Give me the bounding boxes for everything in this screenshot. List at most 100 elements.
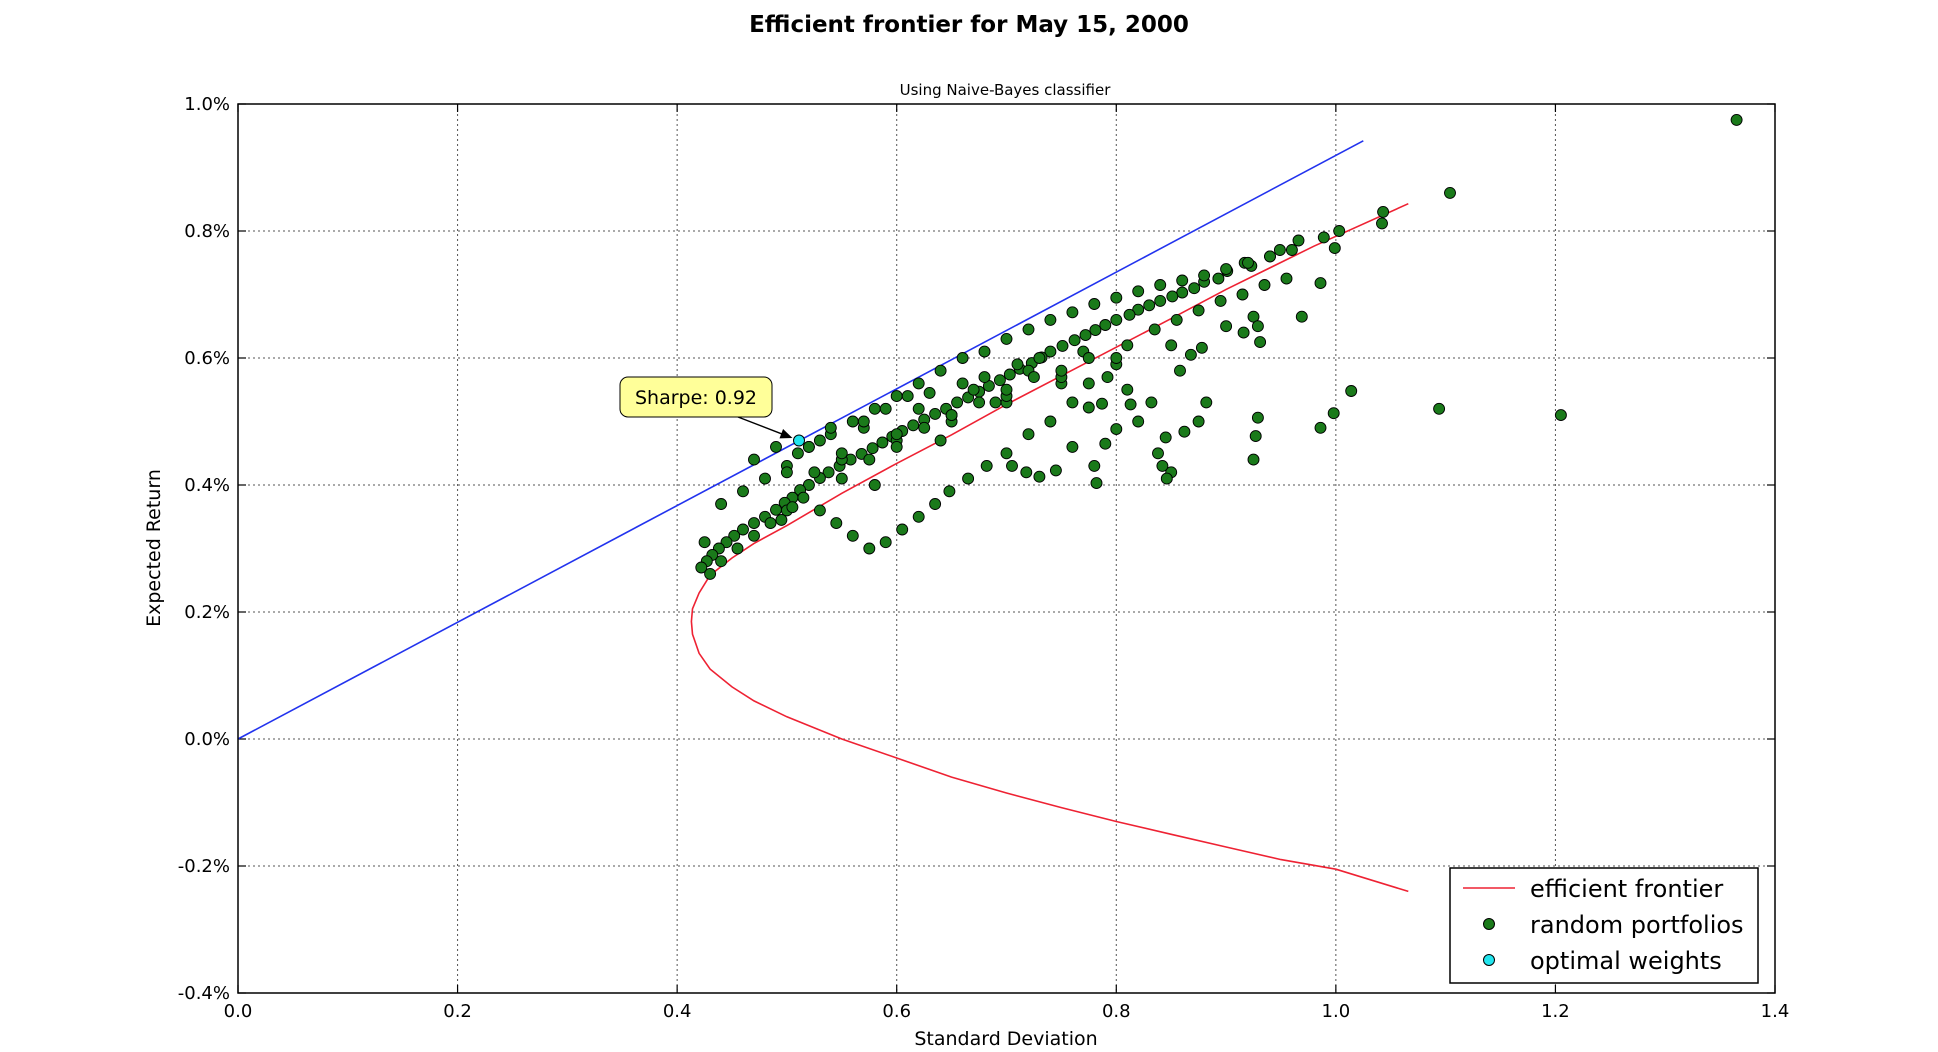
random-portfolio-point [1198,269,1211,282]
y-tick-label: 0.0% [184,729,230,750]
random-portfolio-point [748,517,760,530]
random-portfolio-point [863,542,876,555]
random-portfolio-point [1280,272,1293,285]
random-portfolio-point [728,529,741,542]
random-portfolio-point [1184,348,1197,361]
random-portfolio-point [1242,256,1254,269]
random-portfolio-point [797,491,810,504]
x-tick-label: 0.8 [1102,1001,1131,1022]
random-portfolio-point [764,517,777,530]
random-portfolio-point [1110,291,1123,304]
y-tick-label: 0.6% [184,348,230,369]
legend-optimal-swatch [1483,954,1495,966]
random-portfolio-point [863,453,876,466]
random-portfolio-point [1295,310,1308,323]
x-tick-label: 1.0 [1322,1001,1351,1022]
random-portfolio-point [962,472,975,485]
random-portfolio-point [1317,231,1330,244]
random-portfolio-point [1236,288,1249,301]
random-portfolio-point [835,472,848,485]
random-portfolio-point [737,523,749,536]
annotation-box [619,376,773,418]
random-portfolio-point [1089,324,1102,337]
random-portfolio-point [748,529,760,542]
random-portfolio-point [1159,431,1172,444]
legend-random-label: random portfolios [1530,911,1744,939]
random-portfolio-point [1251,411,1264,424]
legend-optimal-label: optimal weights [1530,947,1722,975]
random-portfolio-point [1110,423,1123,436]
random-portfolio-point [1328,242,1341,255]
random-portfolio-point [1099,319,1112,331]
plot-frame [237,103,1776,994]
random-portfolio-point [923,386,936,399]
random-portfolio-point [1249,430,1262,443]
random-portfolio-point [868,402,881,415]
x-axis-ticks: 0.0 0.2 0.4 0.6 0.8 1.0 1.2 1.4 [224,104,1789,1022]
random-portfolio-point [973,396,986,409]
random-portfolio-point [1176,274,1189,287]
random-portfolio-point [1082,401,1095,414]
random-portfolio-point [1220,263,1233,276]
random-portfolio-point [737,485,749,498]
random-portfolio-point [780,466,793,479]
random-portfolio-point [890,440,903,453]
random-portfolio-point [943,485,956,498]
random-portfolio-point [715,555,728,568]
random-portfolio-point [934,364,947,377]
random-portfolio-point [1160,472,1173,485]
random-portfolio-point [704,567,717,580]
random-portfolio-point [896,523,909,536]
random-portfolio-point [1314,277,1327,290]
random-portfolio-point [1088,298,1101,310]
random-portfolio-point [1433,402,1446,415]
random-portfolio-point [1376,217,1388,230]
random-portfolio-point [1110,313,1123,326]
random-portfolio-point [1000,332,1013,345]
random-portfolio-point [951,396,964,409]
random-portfolio-point [1554,409,1567,422]
random-portfolio-point [1145,396,1158,409]
x-tick-label: 1.2 [1541,1001,1570,1022]
random-portfolio-point [715,498,728,510]
random-portfolio-point [1188,282,1201,295]
x-tick-label: 0.0 [224,1001,253,1022]
random-portfolio-point [1154,279,1167,291]
random-portfolio-point [876,436,889,449]
random-portfolio-point [912,510,925,523]
random-portfolio-point [1200,396,1213,409]
random-portfolio-point [813,504,826,517]
y-tick-label: 0.2% [184,602,230,623]
random-portfolio-point [720,536,733,549]
y-tick-label: 1.0% [184,94,230,115]
random-portfolio-point [879,402,892,415]
random-portfolio-point [1192,415,1205,428]
random-portfolio-point [1174,364,1186,377]
legend-frame [1449,867,1759,984]
random-portfolio-point [1099,437,1112,450]
y-tick-label: 0.8% [184,221,230,242]
random-portfolio-point [1082,377,1095,390]
random-portfolio-point [1152,447,1164,460]
random-portfolio-point [1044,313,1057,326]
y-axis-ticks: -0.4% -0.2% 0.0% 0.2% 0.4% 0.6% 0.8% 1.0% [178,94,1775,1004]
random-portfolio-point [1156,459,1169,472]
random-portfolio-point [1214,294,1227,307]
random-portfolio-point [1033,352,1046,364]
random-portfolio-point [1110,352,1123,364]
random-portfolio-point [967,383,980,396]
random-portfolio-point [901,390,914,403]
random-portfolio-point [813,434,826,447]
random-portfolio-point [835,447,848,460]
random-portfolio-point [1033,470,1046,483]
random-portfolio-point [890,428,903,441]
random-portfolio-point [1143,299,1156,312]
random-portfolio-point [1285,244,1298,256]
random-portfolio-point [1066,306,1079,319]
random-portfolio-point [1154,294,1167,307]
random-portfolio-point [879,536,892,549]
random-portfolio-point [1090,477,1103,490]
random-portfolio-point [868,479,881,491]
random-portfolio-point [929,498,942,510]
